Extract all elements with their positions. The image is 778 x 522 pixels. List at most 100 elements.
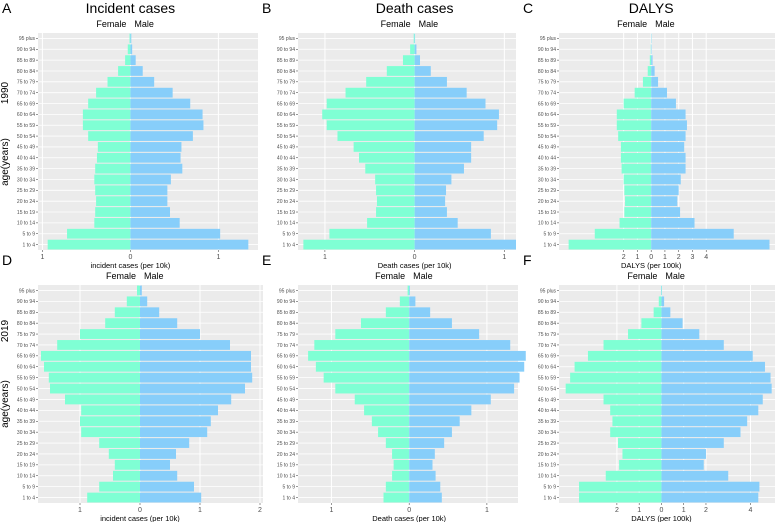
bar-female <box>322 109 415 120</box>
bar-female <box>625 196 652 207</box>
y-tick-label: 20 to 24 <box>277 452 295 458</box>
y-tick-label: 45 to 49 <box>17 397 35 403</box>
y-tick-label: 90 to 94 <box>277 299 295 305</box>
y-tick-label: 10 to 14 <box>17 221 35 227</box>
male-label: Male <box>413 271 433 281</box>
bar-female <box>618 438 662 448</box>
bar-female <box>413 33 415 44</box>
bar-female <box>81 427 140 438</box>
y-tick-label: 30 to 34 <box>277 430 295 436</box>
female-label: Female <box>375 271 405 281</box>
y-tick-label: 65 to 69 <box>277 354 295 360</box>
y-tick-label: 55 to 59 <box>538 123 556 129</box>
female-label: Female <box>627 271 657 281</box>
y-tick-label: 55 to 59 <box>538 375 556 381</box>
bar-male <box>414 152 472 163</box>
bar-female <box>65 394 140 405</box>
bar-female <box>315 361 410 372</box>
y-tick-label: 95 plus <box>540 288 557 294</box>
bar-female <box>383 492 410 503</box>
panel-title: DALYS <box>629 0 674 16</box>
bar-male <box>661 361 765 372</box>
bar-female <box>623 174 652 185</box>
bar-female <box>353 142 415 152</box>
bar-female <box>326 98 415 109</box>
bar-female <box>354 394 410 405</box>
bar-male <box>414 185 447 196</box>
panel-letter: D <box>2 252 12 268</box>
y-tick-label: 80 to 84 <box>17 69 35 75</box>
bar-male <box>414 131 484 141</box>
panel-letter: E <box>262 252 271 268</box>
bar-female <box>127 44 131 55</box>
bar-female <box>57 340 141 350</box>
y-tick-label: 1 to 4 <box>22 242 35 248</box>
bar-female <box>82 109 131 120</box>
y-tick-label: 55 to 59 <box>17 123 35 129</box>
bar-male <box>661 438 724 448</box>
female-label: Female <box>106 271 136 281</box>
bar-male <box>661 481 760 492</box>
bar-female <box>125 55 131 66</box>
bar-female <box>647 66 652 76</box>
bar-male <box>130 66 143 76</box>
y-tick-label: 25 to 29 <box>17 441 35 447</box>
bar-male <box>140 416 211 427</box>
bar-male <box>651 228 734 239</box>
bar-male <box>140 492 202 503</box>
x-tick-label: 2 <box>615 507 619 514</box>
bar-male <box>130 217 180 228</box>
bar-male <box>130 131 193 141</box>
y-tick-label: 15 to 19 <box>17 210 35 216</box>
x-tick-label: 1 <box>663 254 667 261</box>
bar-male <box>661 449 706 459</box>
y-tick-label: 65 to 69 <box>277 101 295 107</box>
x-tick-label: 2 <box>677 254 681 261</box>
y-tick-label: 60 to 64 <box>17 112 35 118</box>
bar-male <box>409 438 445 448</box>
bar-male <box>651 207 681 217</box>
bar-female <box>95 185 131 196</box>
x-tick-label: 1 <box>502 254 506 261</box>
y-tick-label: 5 to 9 <box>282 484 295 490</box>
x-axis-title: DALYS (per 100k) <box>621 261 682 270</box>
y-tick-label: 50 to 54 <box>277 386 295 392</box>
bar-female <box>47 239 131 250</box>
male-label: Male <box>144 271 164 281</box>
bar-female <box>603 394 662 405</box>
y-tick-label: 35 to 39 <box>277 166 295 172</box>
bar-male <box>651 76 659 87</box>
bar-male <box>140 296 148 307</box>
bar-female <box>385 307 410 318</box>
x-axis-title: DALYS (per 100k) <box>631 514 692 522</box>
y-tick-label: 95 plus <box>19 288 36 294</box>
bar-female <box>579 492 662 503</box>
y-tick-label: 70 to 74 <box>17 90 35 96</box>
bar-male <box>651 66 655 76</box>
y-tick-label: 50 to 54 <box>538 386 556 392</box>
bar-female <box>359 152 415 163</box>
bar-female <box>41 350 140 361</box>
bar-male <box>130 98 191 109</box>
bar-female <box>335 383 410 394</box>
bar-female <box>568 239 652 250</box>
bar-male <box>414 66 431 76</box>
bar-female <box>303 239 415 250</box>
y-tick-label: 45 to 49 <box>538 145 556 151</box>
y-tick-label: 10 to 14 <box>277 474 295 480</box>
y-tick-label: 85 to 89 <box>277 58 295 64</box>
y-tick-label: 40 to 44 <box>277 408 295 414</box>
y-tick-label: 95 plus <box>19 36 36 42</box>
y-tick-label: 80 to 84 <box>17 321 35 327</box>
bar-male <box>130 87 173 98</box>
bar-female <box>579 481 662 492</box>
y-tick-label: 20 to 24 <box>17 199 35 205</box>
bar-female <box>82 120 131 131</box>
y-tick-label: 90 to 94 <box>277 47 295 53</box>
y-tick-label: 85 to 89 <box>17 58 35 64</box>
bar-female <box>94 217 131 228</box>
female-label: Female <box>617 19 647 29</box>
bar-male <box>414 87 467 98</box>
bar-male <box>661 394 763 405</box>
y-tick-label: 50 to 54 <box>538 134 556 140</box>
